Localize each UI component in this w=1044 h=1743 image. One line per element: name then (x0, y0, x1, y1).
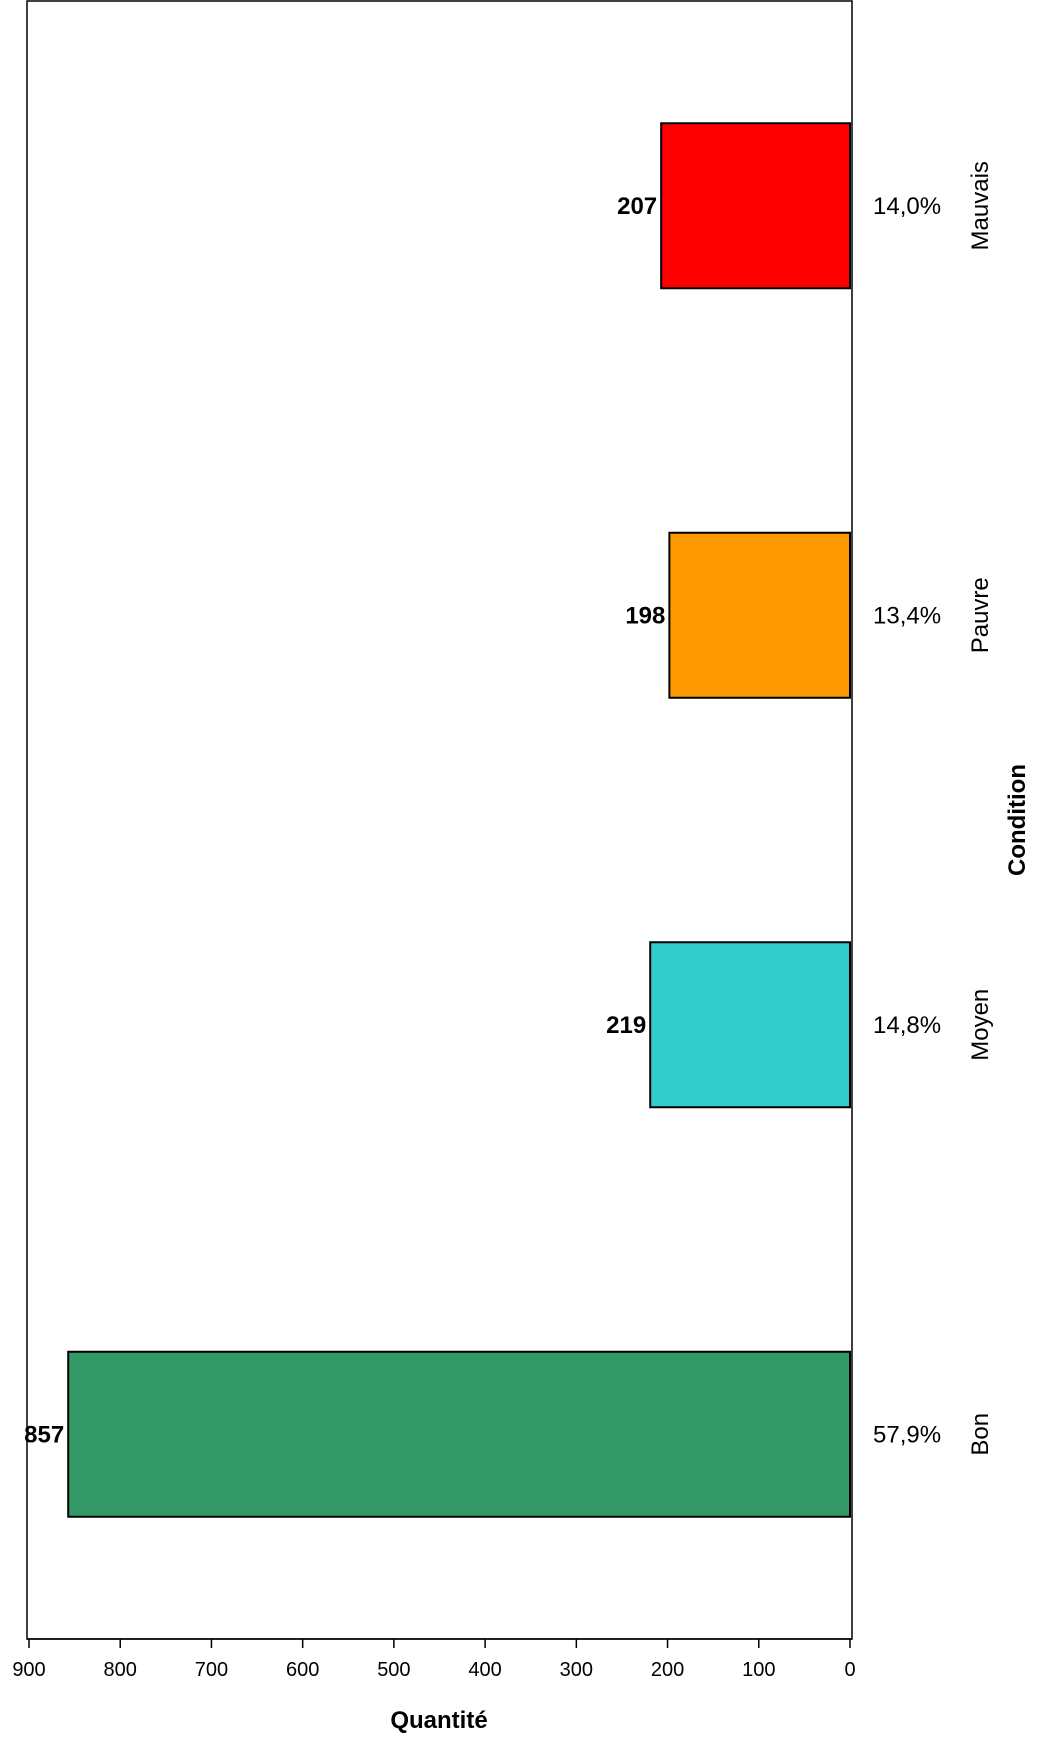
x-tick-label-600: 600 (286, 1659, 319, 1681)
x-tick-label-200: 200 (651, 1659, 684, 1681)
percent-label-pauvre: 13,4% (873, 602, 941, 629)
x-axis-title: Quantité (390, 1707, 487, 1734)
bar-bon (67, 1350, 851, 1518)
category-label-bon: Bon (967, 1413, 994, 1456)
x-axis-ticks: 900 800 700 600 500 400 300 200 100 0 (12, 1638, 856, 1681)
x-tick-label-300: 300 (560, 1659, 593, 1681)
bars-group: 207 14,0% Mauvais 198 13,4% Pauvre 219 14,8% Moy… (24, 122, 994, 1518)
value-label-pauvre: 198 (625, 602, 665, 629)
percent-label-bon: 57,9% (873, 1421, 941, 1448)
value-label-bon: 857 (24, 1421, 64, 1448)
value-label-moyen: 219 (606, 1012, 646, 1039)
category-label-mauvais: Mauvais (967, 161, 994, 250)
x-tick-label-900: 900 (12, 1659, 45, 1681)
bar-moyen (649, 941, 851, 1109)
percent-label-mauvais: 14,0% (873, 193, 941, 220)
bar-mauvais (660, 122, 851, 290)
category-label-moyen: Moyen (967, 989, 994, 1061)
x-tick-label-400: 400 (468, 1659, 501, 1681)
x-tick-label-500: 500 (377, 1659, 410, 1681)
x-tick-label-100: 100 (742, 1659, 775, 1681)
x-tick-label-700: 700 (195, 1659, 228, 1681)
percent-label-moyen: 14,8% (873, 1012, 941, 1039)
y-axis-title: Condition (1004, 764, 1031, 876)
x-tick-label-0: 0 (844, 1659, 855, 1681)
bar-pauvre (668, 531, 851, 699)
value-label-mauvais: 207 (617, 193, 657, 220)
category-label-pauvre: Pauvre (967, 577, 994, 653)
x-tick-label-800: 800 (104, 1659, 137, 1681)
